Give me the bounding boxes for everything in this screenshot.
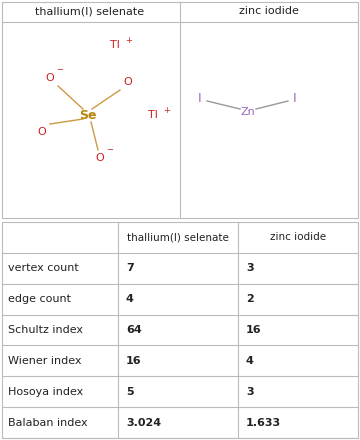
Text: 7: 7: [126, 263, 134, 273]
Text: 64: 64: [126, 325, 142, 335]
Text: 1.633: 1.633: [246, 418, 281, 428]
Text: Zn: Zn: [240, 107, 255, 117]
Text: edge count: edge count: [8, 294, 71, 304]
Text: 3: 3: [246, 387, 254, 397]
Text: Hosoya index: Hosoya index: [8, 387, 83, 397]
Text: O: O: [46, 73, 54, 83]
Text: zinc iodide: zinc iodide: [270, 232, 326, 242]
Text: Tl: Tl: [110, 40, 120, 50]
Text: vertex count: vertex count: [8, 263, 79, 273]
Text: Balaban index: Balaban index: [8, 418, 87, 428]
Text: O: O: [38, 127, 46, 137]
Text: Tl: Tl: [148, 110, 158, 120]
Text: zinc iodide: zinc iodide: [239, 6, 299, 16]
Text: +: +: [163, 106, 170, 114]
Text: I: I: [293, 92, 297, 105]
Text: 16: 16: [126, 356, 141, 366]
Text: thallium(I) selenate: thallium(I) selenate: [35, 6, 145, 16]
Text: Schultz index: Schultz index: [8, 325, 83, 335]
Text: Wiener index: Wiener index: [8, 356, 81, 366]
Text: 4: 4: [246, 356, 254, 366]
Text: O: O: [123, 77, 132, 87]
Text: thallium(I) selenate: thallium(I) selenate: [127, 232, 229, 242]
Text: −: −: [107, 146, 113, 154]
Text: I: I: [198, 92, 202, 105]
Text: 3: 3: [246, 263, 254, 273]
Text: −: −: [57, 66, 63, 74]
Text: 4: 4: [126, 294, 134, 304]
Text: +: +: [125, 36, 132, 44]
Text: 3.024: 3.024: [126, 418, 161, 428]
Text: 16: 16: [246, 325, 262, 335]
Text: O: O: [96, 153, 104, 163]
Text: Se: Se: [79, 109, 97, 121]
Text: 5: 5: [126, 387, 134, 397]
Text: 2: 2: [246, 294, 254, 304]
